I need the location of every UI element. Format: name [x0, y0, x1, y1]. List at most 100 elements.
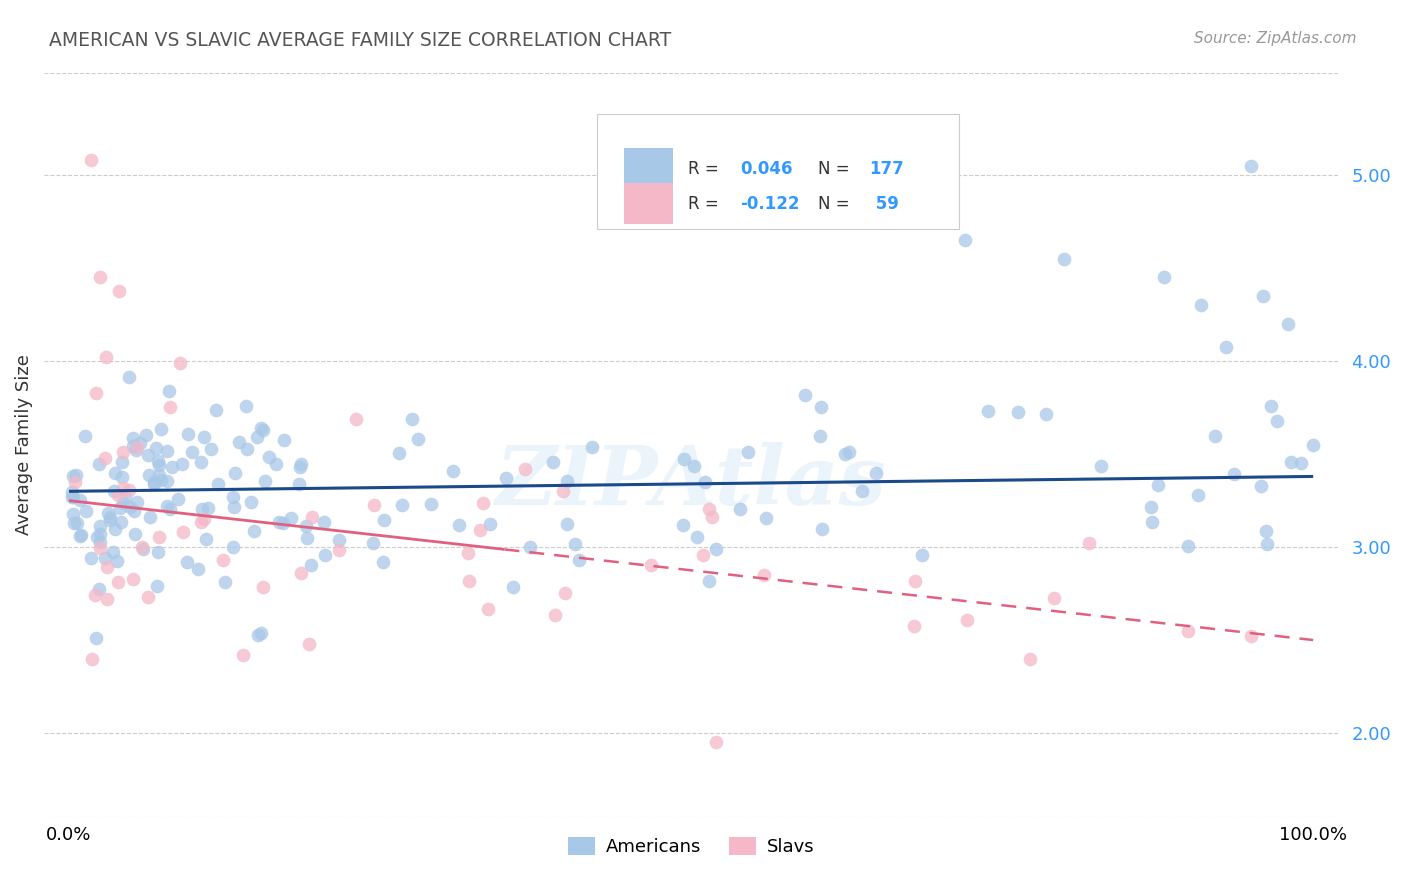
Text: R =: R = — [689, 194, 724, 213]
Point — [1177, 539, 1199, 553]
Point — [737, 444, 759, 458]
Point — [112, 444, 135, 458]
Point — [212, 552, 235, 566]
Point — [136, 590, 159, 604]
Point — [60, 485, 83, 500]
Point — [177, 426, 200, 441]
Point — [84, 385, 107, 400]
Text: Source: ZipAtlas.com: Source: ZipAtlas.com — [1194, 31, 1357, 46]
Point — [299, 558, 322, 572]
Point — [269, 515, 291, 529]
Point — [391, 498, 413, 512]
Point — [361, 536, 384, 550]
Point — [1187, 487, 1209, 501]
Point — [160, 460, 183, 475]
Point — [441, 464, 464, 478]
Point — [236, 442, 259, 457]
Point — [200, 442, 222, 456]
Point — [1279, 454, 1302, 468]
Point — [89, 541, 111, 555]
Point — [89, 519, 111, 533]
Point — [97, 506, 120, 520]
Point — [693, 475, 716, 489]
Point — [169, 356, 191, 370]
Point — [672, 517, 695, 532]
Point — [124, 526, 146, 541]
Point — [1147, 478, 1170, 492]
Point — [111, 455, 134, 469]
Point — [1189, 298, 1212, 312]
Point — [1215, 340, 1237, 354]
Point — [111, 481, 134, 495]
Point — [143, 475, 166, 490]
Point — [568, 553, 591, 567]
Point — [264, 457, 287, 471]
Point — [1265, 414, 1288, 428]
Point — [197, 501, 219, 516]
Point — [692, 548, 714, 562]
Point — [838, 445, 860, 459]
Point — [94, 551, 117, 566]
Point — [344, 412, 367, 426]
Point — [704, 542, 727, 557]
Point — [224, 466, 246, 480]
Point — [145, 579, 167, 593]
Point — [107, 575, 129, 590]
Point — [1153, 270, 1175, 285]
Point — [98, 509, 121, 524]
Point — [148, 544, 170, 558]
Point — [156, 500, 179, 514]
Point — [363, 498, 385, 512]
Point — [127, 495, 149, 509]
Point — [253, 474, 276, 488]
Point — [118, 500, 141, 514]
FancyBboxPatch shape — [596, 114, 959, 229]
Point — [1019, 651, 1042, 665]
Point — [297, 531, 319, 545]
Point — [159, 401, 181, 415]
Point — [125, 440, 148, 454]
Point — [166, 492, 188, 507]
Point — [371, 555, 394, 569]
Point — [479, 516, 502, 531]
Point — [122, 431, 145, 445]
Point — [222, 490, 245, 504]
Point — [502, 580, 524, 594]
Point — [290, 566, 312, 581]
Point — [83, 588, 105, 602]
Point — [69, 527, 91, 541]
Point — [1240, 629, 1263, 643]
Point — [148, 458, 170, 472]
Point — [194, 532, 217, 546]
Point — [1253, 289, 1275, 303]
Point — [314, 548, 336, 562]
Point — [139, 509, 162, 524]
Point — [1277, 317, 1299, 331]
Point — [62, 469, 84, 483]
Point — [143, 477, 166, 491]
Text: 0.046: 0.046 — [740, 160, 793, 178]
Point — [65, 467, 87, 482]
Point — [60, 490, 83, 504]
Point — [159, 502, 181, 516]
Point — [132, 541, 155, 556]
Point — [214, 575, 236, 590]
Point — [911, 548, 934, 562]
Point — [250, 421, 273, 435]
Point — [1177, 624, 1199, 639]
Point — [221, 541, 243, 555]
Point — [1289, 456, 1312, 470]
Point — [69, 529, 91, 543]
Point — [328, 543, 350, 558]
Point — [697, 502, 720, 516]
Point — [301, 510, 323, 524]
Point — [755, 510, 778, 524]
Point — [105, 554, 128, 568]
Point — [1302, 438, 1324, 452]
Point — [271, 516, 294, 531]
Point — [1223, 467, 1246, 481]
Point — [232, 648, 254, 662]
Point — [420, 498, 443, 512]
Point — [457, 546, 479, 560]
FancyBboxPatch shape — [624, 184, 673, 224]
